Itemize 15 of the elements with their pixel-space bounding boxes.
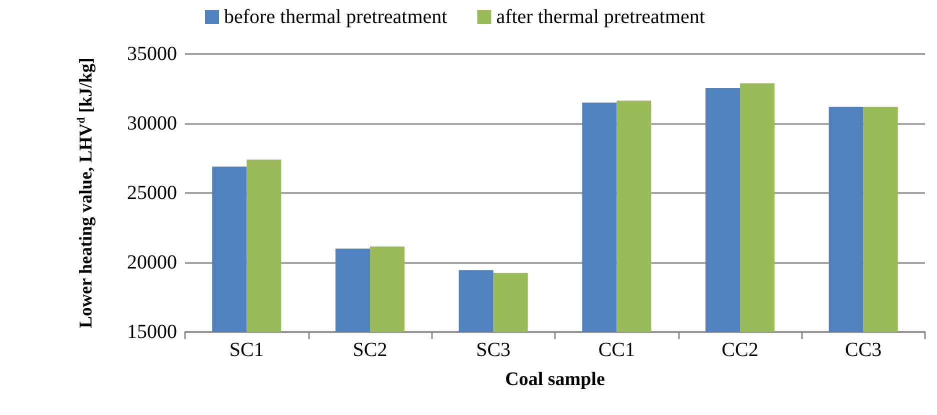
x-tick-label: CC2 xyxy=(722,339,758,361)
x-tick-label: SC1 xyxy=(229,339,264,361)
legend-label: before thermal pretreatment xyxy=(224,6,448,28)
x-axis-title: Coal sample xyxy=(505,369,605,390)
y-tick-label: 30000 xyxy=(127,112,177,134)
y-tick-label: 25000 xyxy=(127,182,177,204)
y-tick-label: 20000 xyxy=(127,252,177,274)
y-tick-label: 15000 xyxy=(127,321,177,343)
x-tick-label: SC3 xyxy=(476,339,511,361)
x-tick-label: SC2 xyxy=(352,339,388,361)
x-tick-label: CC3 xyxy=(844,339,882,361)
legend-label: after thermal pretreatment xyxy=(496,6,706,28)
y-axis-title: Lower heating value, LHVd [kJ/kg] xyxy=(76,58,96,328)
x-tick-label: CC1 xyxy=(598,339,636,361)
y-tick-label: 35000 xyxy=(127,43,177,65)
